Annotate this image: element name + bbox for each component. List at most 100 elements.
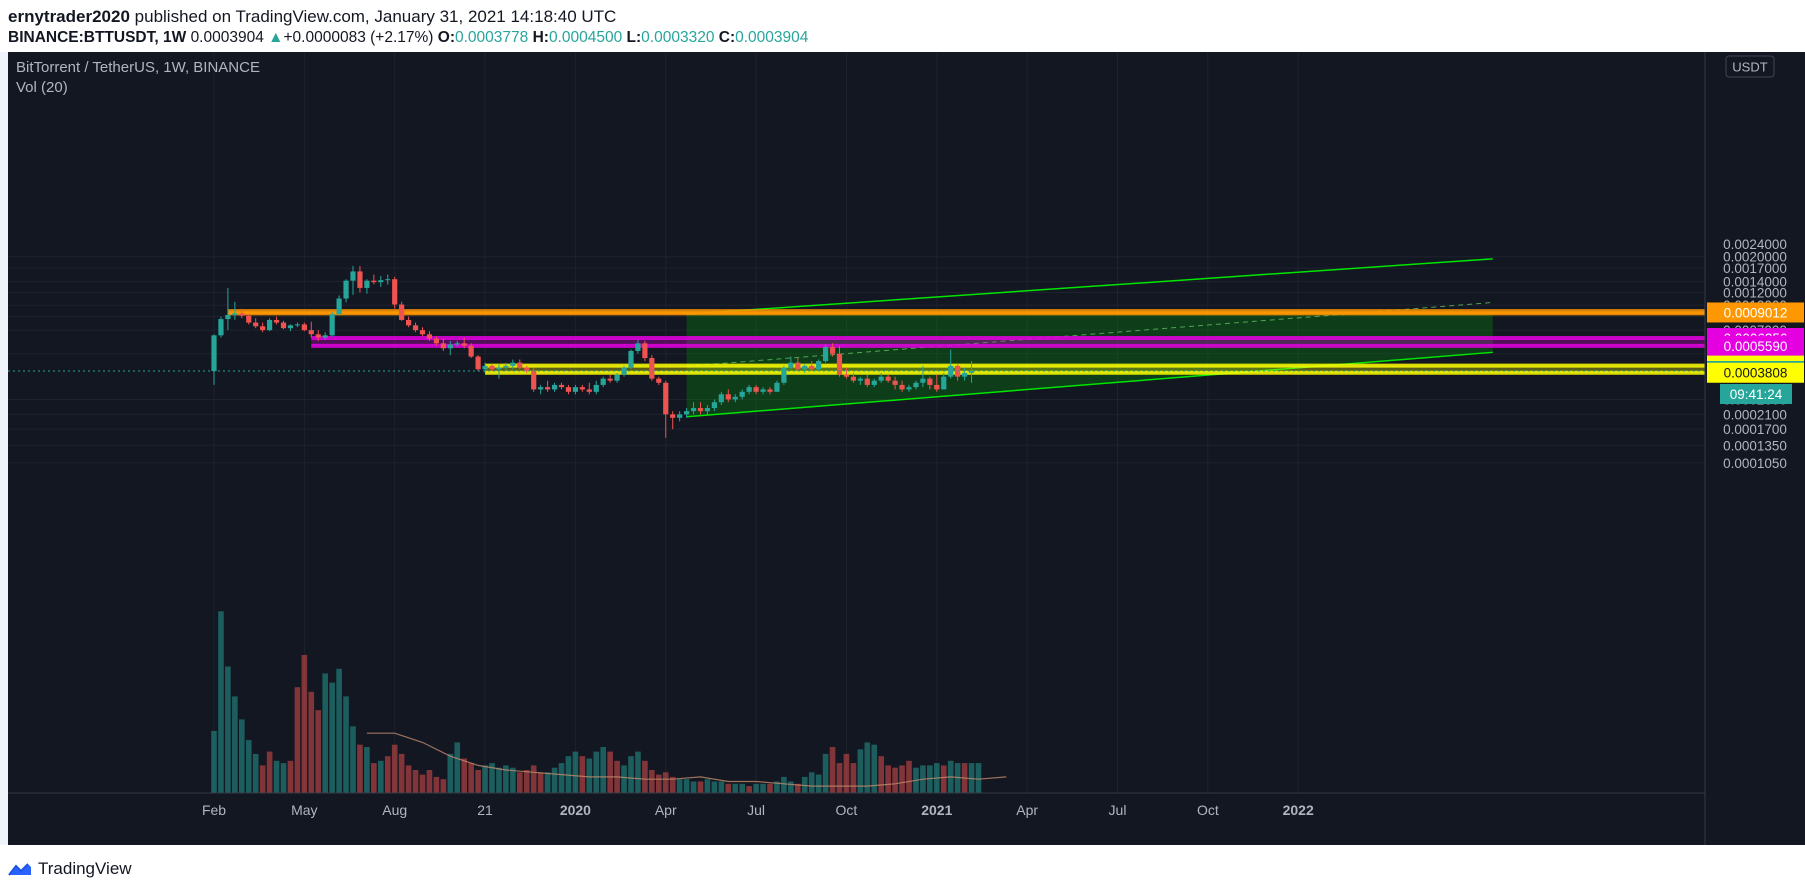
volume-bar	[482, 765, 488, 793]
volume-bar	[767, 783, 773, 793]
volume-bar	[343, 696, 349, 793]
volume-bar	[530, 765, 537, 793]
volume-bar	[607, 751, 613, 793]
volume-bar	[649, 770, 655, 793]
brand-name: TradingView	[38, 859, 132, 878]
volume-bar	[252, 753, 259, 793]
volume-bar	[642, 760, 648, 793]
volume-bar	[843, 753, 850, 793]
candle-up	[968, 371, 975, 373]
volume-bar	[669, 776, 676, 793]
y-tick-label: 0.0024000	[1723, 237, 1787, 252]
x-tick-label: May	[291, 802, 317, 818]
candle-down	[579, 387, 585, 390]
volume-bar	[454, 742, 461, 793]
volume-bar	[273, 760, 280, 793]
volume-bar	[496, 767, 502, 793]
price-tag-label: 0.0005590	[1724, 339, 1788, 354]
candle-up	[551, 384, 558, 390]
volume-bar	[940, 765, 947, 793]
volume-bar	[239, 719, 245, 793]
y-tick-label: 0.0012000	[1723, 285, 1787, 300]
candle-up	[802, 365, 808, 370]
magenta-zone-fill	[311, 338, 1705, 346]
candle-down	[524, 367, 530, 372]
candle-up	[322, 335, 328, 338]
candle-up	[211, 335, 217, 372]
volume-bar	[815, 774, 822, 793]
candle-up	[496, 367, 502, 370]
volume-bar	[329, 682, 335, 793]
volume-bar	[558, 763, 565, 793]
candle-up	[857, 378, 863, 381]
candle-up	[760, 389, 766, 392]
volume-bar	[628, 756, 634, 793]
volume-bar	[871, 744, 878, 793]
candle-up	[482, 365, 488, 370]
candle-down	[649, 358, 655, 379]
volume-bar	[266, 751, 273, 793]
tradingview-brand[interactable]: TradingView	[8, 859, 132, 879]
candle-down	[725, 394, 731, 400]
volume-bar	[975, 763, 982, 793]
candle-up	[711, 402, 717, 409]
candle-up	[732, 396, 738, 400]
candle-up	[294, 324, 300, 326]
candle-up	[329, 314, 335, 336]
x-tick-label: Oct	[836, 802, 858, 818]
volume-bar	[544, 772, 551, 793]
volume-bar	[586, 758, 593, 793]
volume-bar	[718, 781, 725, 793]
candle-up	[690, 408, 697, 412]
volume-bar	[301, 655, 308, 793]
volume-bar	[662, 772, 669, 793]
volume-bar	[447, 753, 454, 793]
price-scale[interactable]	[1705, 52, 1805, 845]
footer: TradingView	[0, 845, 1805, 895]
candle-down	[864, 378, 870, 385]
author-name[interactable]: ernytrader2020	[8, 7, 130, 26]
chart-legend-title: BitTorrent / TetherUS, 1W, BINANCE	[16, 59, 260, 76]
volume-bar	[600, 747, 606, 793]
volume-bar	[746, 786, 752, 793]
candle-up	[781, 367, 787, 383]
currency-button[interactable]	[1725, 55, 1775, 78]
volume-bar	[656, 774, 662, 793]
volume-bar	[690, 781, 697, 793]
volume-bar	[725, 783, 732, 793]
volume-bar	[635, 751, 641, 793]
volume-bar	[795, 783, 801, 793]
price-tag	[1707, 335, 1804, 356]
candle-up	[704, 408, 711, 412]
high-value: 0.0004500	[548, 29, 623, 46]
candle-up	[684, 411, 690, 415]
volume-legend[interactable]: Vol (20)	[16, 79, 68, 96]
channel-lower-line	[686, 351, 1493, 418]
candle-up	[913, 382, 919, 388]
candle-down	[642, 343, 648, 359]
candle-down	[315, 334, 321, 338]
x-tick-label: Oct	[1197, 802, 1219, 818]
x-tick-label: Feb	[202, 802, 226, 818]
candle-up	[447, 344, 453, 349]
symbol-label: BINANCE:BTTUSDT, 1W	[8, 29, 187, 46]
symbol-ohlc-line: BINANCE:BTTUSDT, 1W 0.0003904 ▲+0.000008…	[8, 29, 808, 47]
y-tick-label: 0.0020000	[1723, 250, 1787, 265]
candle-up	[718, 394, 724, 403]
x-tick-label: 2021	[921, 802, 952, 818]
x-tick-label: Jul	[1109, 802, 1127, 818]
volume-bar	[294, 687, 301, 793]
candle-down	[308, 330, 314, 335]
candle-down	[558, 384, 565, 388]
candle-down	[280, 322, 287, 329]
candle-up	[823, 347, 829, 362]
candle-down	[663, 382, 669, 415]
candle-down	[406, 319, 412, 326]
volume-bar	[357, 744, 363, 793]
volume-bar	[572, 751, 579, 793]
candle-up	[871, 380, 877, 385]
volume-bar	[468, 763, 474, 793]
last-price: 0.0003904	[190, 29, 264, 46]
chart-area[interactable]: 0.0020000 0.0017000 0.0014000 0.0012000 0.00…	[8, 52, 1805, 845]
